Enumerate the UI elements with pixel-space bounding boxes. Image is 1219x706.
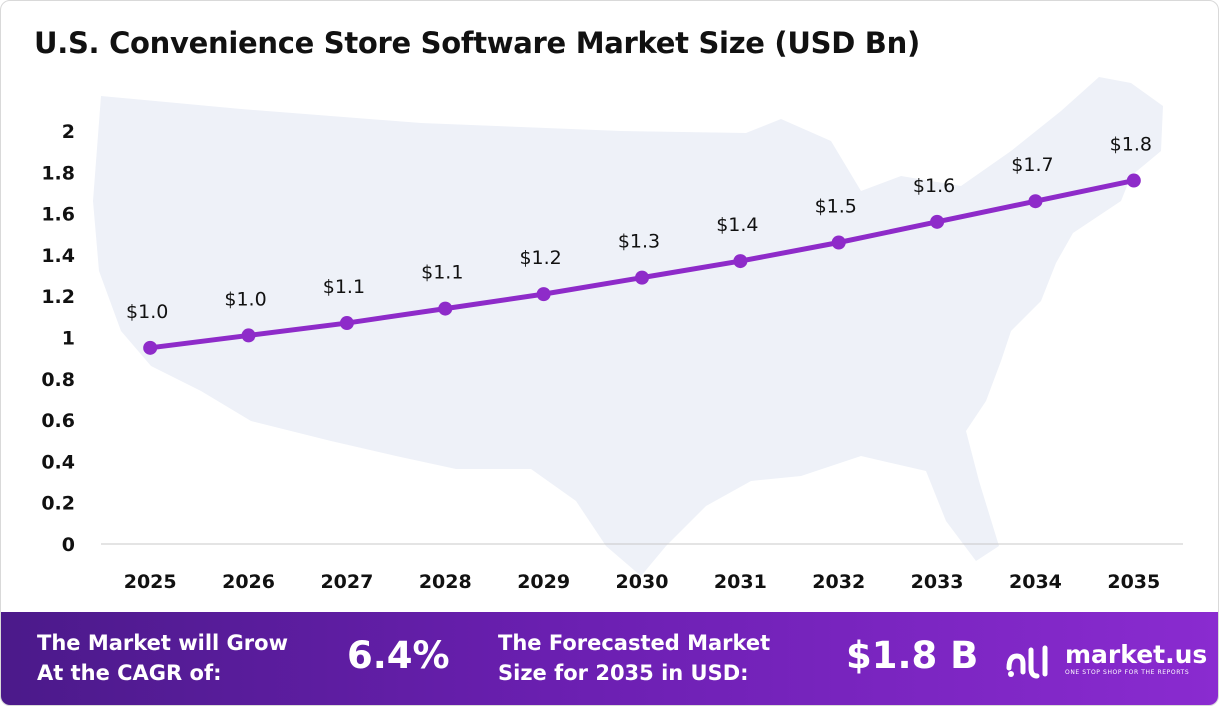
y-tick-label: 1.6 (41, 204, 75, 226)
data-label: $1.1 (421, 262, 463, 284)
y-tick-label: 0 (62, 534, 75, 556)
x-tick-label: 2027 (320, 571, 373, 593)
us-map-watermark (93, 77, 1163, 576)
x-tick-label: 2028 (419, 571, 472, 593)
data-point (536, 287, 551, 302)
y-tick-label: 0.4 (41, 451, 75, 473)
y-tick-label: 0.2 (41, 493, 75, 515)
x-tick-label: 2032 (812, 571, 865, 593)
y-tick-label: 0.6 (41, 410, 75, 432)
data-point (1028, 194, 1043, 209)
data-point (143, 340, 158, 355)
data-label: $1.0 (224, 288, 266, 310)
brand-logo[interactable]: market.us ONE STOP SHOP FOR THE REPORTS (1005, 638, 1215, 682)
cagr-label: The Market will Grow At the CAGR of: (37, 628, 288, 688)
data-point (831, 235, 846, 250)
x-tick-label: 2035 (1107, 571, 1160, 593)
y-tick-label: 1.2 (41, 286, 75, 308)
data-point (635, 270, 649, 285)
data-label: $1.5 (815, 196, 857, 218)
y-tick-label: 1 (62, 328, 75, 350)
cagr-label-line2: At the CAGR of: (37, 661, 222, 685)
brand-name: market.us (1065, 640, 1208, 669)
y-tick-label: 0.8 (41, 369, 75, 391)
brand-tagline: ONE STOP SHOP FOR THE REPORTS (1065, 669, 1190, 676)
y-tick-label: 1.8 (41, 162, 75, 184)
data-label: $1.0 (126, 301, 168, 323)
data-point (930, 214, 945, 229)
forecast-value: $1.8 B (846, 634, 979, 677)
forecast-label-line2: Size for 2035 in USD: (498, 661, 749, 685)
y-tick-label: 2 (62, 121, 75, 143)
x-tick-label: 2025 (124, 571, 177, 593)
x-tick-label: 2031 (714, 571, 767, 593)
x-tick-label: 2033 (911, 571, 964, 593)
series-line (147, 178, 1137, 351)
line-chart: 0 0.2 0.4 0.6 0.8 1 1.2 1.4 1.6 1.8 2 2025 2026 2027 2… (41, 121, 1183, 593)
x-tick-label: 2030 (616, 571, 669, 593)
chart-title: U.S. Convenience Store Software Market S… (34, 26, 920, 60)
data-point (241, 328, 256, 343)
summary-footer: The Market will Grow At the CAGR of: 6.4… (1, 612, 1218, 705)
cagr-value: 6.4% (347, 634, 450, 677)
data-label: $1.2 (519, 247, 561, 269)
market-us-logo-icon (1006, 645, 1048, 679)
x-tick-label: 2034 (1009, 571, 1062, 593)
data-label: $1.7 (1011, 154, 1053, 176)
x-tick-label: 2026 (222, 571, 275, 593)
forecast-label: The Forecasted Market Size for 2035 in U… (498, 628, 770, 688)
data-label: $1.3 (618, 231, 660, 253)
x-tick-label: 2029 (517, 571, 570, 593)
forecast-label-line1: The Forecasted Market (498, 631, 771, 655)
data-point (1126, 173, 1141, 188)
data-label: $1.4 (716, 214, 758, 236)
y-tick-label: 1.4 (41, 245, 75, 267)
data-label: $1.6 (913, 175, 955, 197)
data-point (339, 316, 354, 331)
data-point (438, 301, 453, 316)
data-label: $1.8 (1110, 134, 1152, 156)
cagr-label-line1: The Market will Grow (37, 631, 288, 655)
data-point (733, 254, 748, 269)
data-label: $1.1 (323, 276, 365, 298)
